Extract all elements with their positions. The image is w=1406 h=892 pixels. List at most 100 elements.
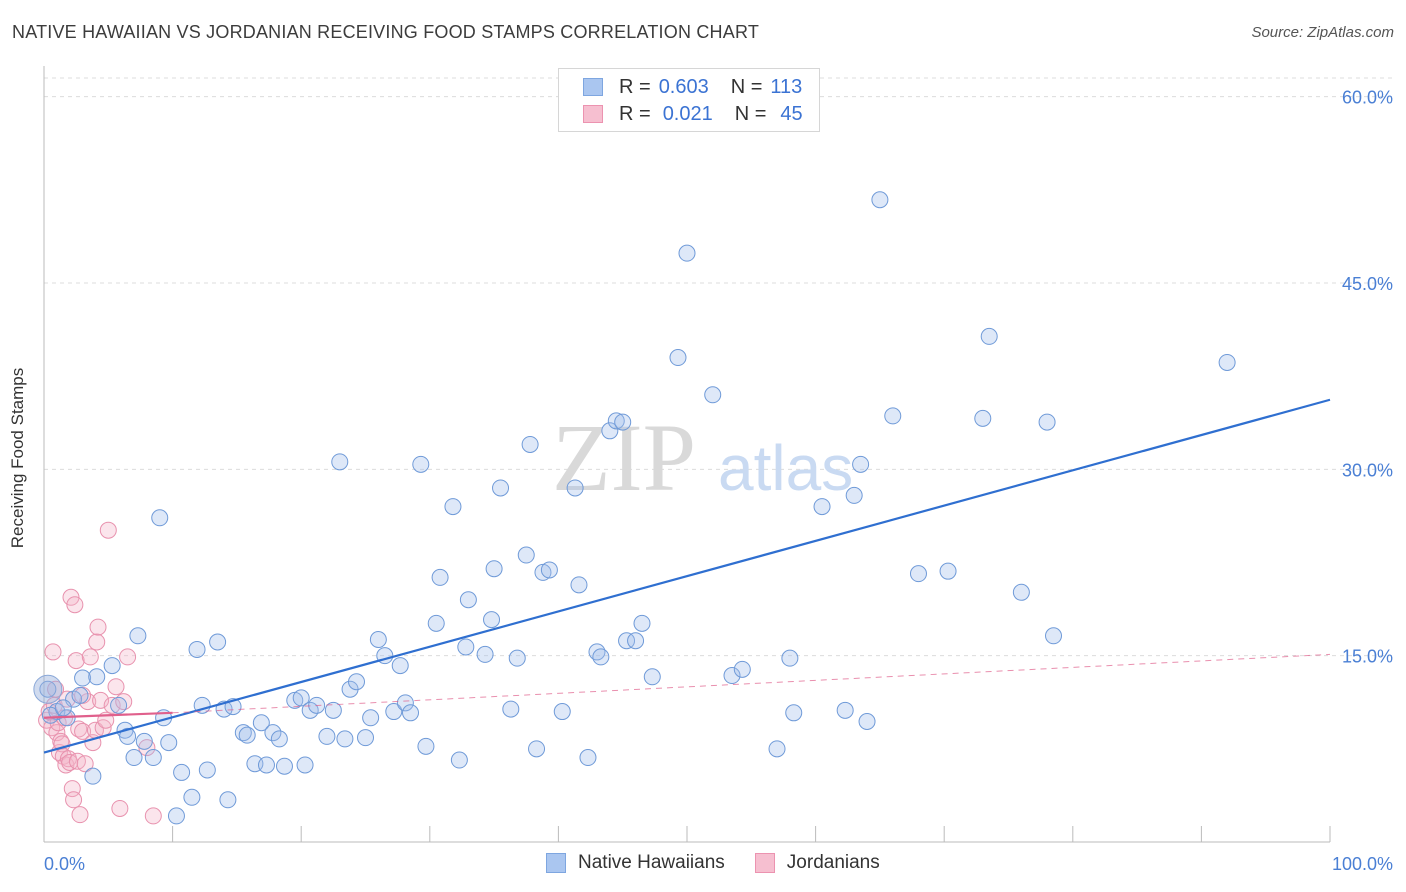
- native-hawaiian-point: [614, 413, 632, 431]
- watermark-atlas: atlas: [718, 432, 853, 504]
- native-hawaiian-point: [871, 191, 889, 209]
- native-hawaiian-point: [167, 807, 185, 825]
- native-hawaiian-point: [570, 576, 588, 594]
- native-hawaiian-point: [678, 244, 696, 262]
- jordanian-point: [66, 596, 84, 614]
- x-tick-label-end: 100.0%: [1332, 854, 1393, 874]
- native-hawaiian-point: [553, 703, 571, 721]
- native-hawaiian-point: [768, 740, 786, 758]
- native-hawaiian-point: [858, 712, 876, 730]
- native-hawaiian-point: [396, 694, 414, 712]
- native-hawaiian-point: [125, 749, 143, 767]
- native-hawaiian-point: [74, 669, 92, 687]
- native-hawaiian-point: [385, 703, 403, 721]
- native-hawaiian-point: [669, 349, 687, 367]
- legend-label: Native Hawaiians: [578, 852, 725, 873]
- native-hawaiian-point: [974, 409, 992, 427]
- native-hawaiian-point: [417, 737, 435, 755]
- native-hawaiian-point: [733, 660, 751, 678]
- native-hawaiian-point: [781, 649, 799, 667]
- native-hawaiian-point: [785, 704, 803, 722]
- native-hawaiian-point: [275, 757, 293, 775]
- native-hawaiian-point: [521, 435, 539, 453]
- native-hawaiian-point: [540, 561, 558, 579]
- jordanian-point: [119, 648, 137, 666]
- y-tick-label: 30.0%: [1342, 460, 1393, 480]
- native-hawaiian-point: [1038, 413, 1056, 431]
- native-hawaiian-point: [252, 714, 270, 732]
- trend-lines: [43, 398, 1331, 754]
- legend-swatch-pink: [754, 853, 775, 873]
- native-hawaiian-point: [427, 614, 445, 632]
- legend-item-native-hawaiians[interactable]: Native Hawaiians: [546, 852, 725, 874]
- native-hawaiian-point: [592, 648, 610, 666]
- native-hawaiian-point: [160, 734, 178, 752]
- jordanians-trend-line: [43, 711, 173, 719]
- jordanian-point: [111, 799, 129, 817]
- grid-lines: [44, 77, 1393, 657]
- native-hawaiian-point: [845, 486, 863, 504]
- native-hawaiian-point: [852, 455, 870, 473]
- native-hawaiian-point: [264, 724, 282, 742]
- native-hawaiian-point: [980, 327, 998, 345]
- native-hawaiian-point: [1218, 353, 1236, 371]
- chart-title: NATIVE HAWAIIAN VS JORDANIAN RECEIVING F…: [12, 22, 760, 42]
- native-hawaiian-point: [188, 640, 206, 658]
- native-hawaiian-point: [485, 560, 503, 578]
- legend-item-jordanians[interactable]: Jordanians: [754, 852, 880, 874]
- legend-n-label: N =: [734, 102, 767, 125]
- native-hawaiian-point: [151, 509, 169, 527]
- native-hawaiian-point-cluster: [33, 674, 63, 704]
- native-hawaiian-point: [459, 591, 477, 609]
- native-hawaiian-point: [607, 412, 625, 430]
- legend-swatch-blue: [583, 78, 603, 96]
- native-hawaiian-point: [257, 756, 275, 774]
- native-hawaiian-point: [331, 453, 349, 471]
- native-hawaiians-points: [33, 191, 1236, 825]
- source-label: Source: ZipAtlas.com: [1251, 24, 1394, 41]
- jordanians-points: [38, 521, 162, 825]
- native-hawaiian-point: [483, 611, 501, 629]
- legend-r-value: 0.603: [658, 75, 709, 98]
- native-hawaiian-point: [270, 730, 288, 748]
- native-hawaiian-point: [723, 667, 741, 685]
- native-hawaiian-point: [362, 709, 380, 727]
- native-hawaiian-point: [103, 657, 121, 675]
- native-hawaiian-point: [238, 726, 256, 744]
- native-hawaiian-point: [144, 749, 162, 767]
- native-hawaiian-point: [939, 562, 957, 580]
- jordanian-point: [89, 618, 107, 636]
- native-hawaiian-point: [292, 689, 310, 707]
- native-hawaiian-point: [318, 727, 336, 745]
- native-hawaiian-point: [528, 740, 546, 758]
- jordanian-point: [65, 791, 83, 809]
- legend-label: Jordanians: [786, 852, 880, 873]
- jordanian-point: [76, 755, 94, 773]
- native-hawaiian-point: [402, 704, 420, 722]
- jordanian-point: [107, 678, 125, 696]
- jordanian-point: [144, 807, 162, 825]
- native-hawaiian-point: [618, 632, 636, 650]
- native-hawaiian-point: [324, 701, 342, 719]
- native-hawaiian-point: [209, 633, 227, 651]
- native-hawaiian-point: [1045, 627, 1063, 645]
- jordanian-point: [99, 521, 117, 539]
- x-tick-label-start: 0.0%: [44, 854, 85, 874]
- jordanian-point: [88, 633, 106, 651]
- legend-row-jordanians: R = 0.021 N = 45: [583, 102, 803, 126]
- native-hawaiian-point: [88, 668, 106, 686]
- native-hawaiian-point: [54, 699, 72, 717]
- watermark: ZIP atlas: [552, 404, 853, 511]
- jordanian-point: [81, 648, 99, 666]
- native-hawaiian-point: [296, 756, 314, 774]
- native-hawaiian-point: [119, 727, 137, 745]
- native-hawaiians-trend-line: [43, 398, 1331, 754]
- native-hawaiian-point: [566, 479, 584, 497]
- native-hawaiian-point: [492, 479, 510, 497]
- stats-legend: R = 0.603 N = 113 R = 0.021 N = 45: [558, 68, 820, 132]
- legend-n-value: 45: [780, 102, 803, 125]
- native-hawaiian-point: [198, 761, 216, 779]
- native-hawaiian-point: [450, 751, 468, 769]
- native-hawaiian-point: [704, 386, 722, 404]
- native-hawaiian-point: [129, 627, 147, 645]
